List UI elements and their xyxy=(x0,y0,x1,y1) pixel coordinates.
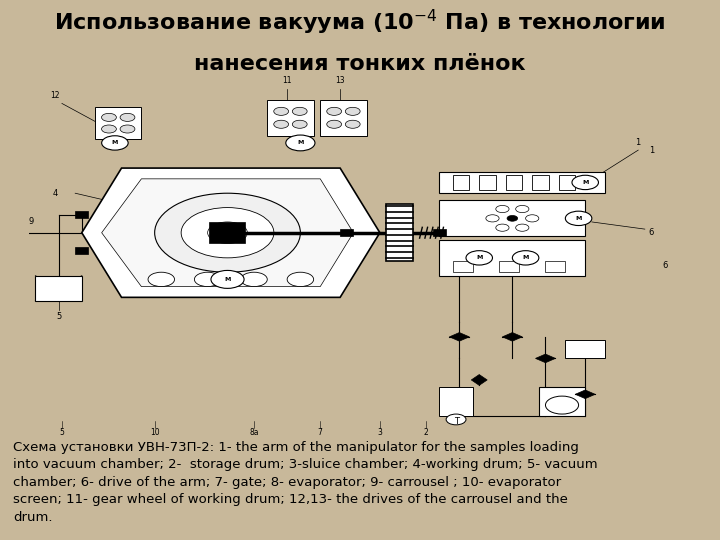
Circle shape xyxy=(120,113,135,122)
Text: M: M xyxy=(476,255,482,260)
Polygon shape xyxy=(472,375,487,386)
Bar xyxy=(340,229,354,237)
Circle shape xyxy=(181,207,274,258)
Circle shape xyxy=(572,176,598,190)
Circle shape xyxy=(102,113,117,122)
Bar xyxy=(387,204,413,261)
Circle shape xyxy=(346,107,360,116)
Circle shape xyxy=(155,193,300,272)
Circle shape xyxy=(507,215,518,221)
Text: 4: 4 xyxy=(53,188,58,198)
Circle shape xyxy=(496,224,509,231)
Text: 7: 7 xyxy=(318,428,323,436)
Bar xyxy=(75,247,89,254)
Circle shape xyxy=(327,120,341,129)
Text: 13: 13 xyxy=(336,77,345,85)
Bar xyxy=(453,176,469,190)
Text: 10: 10 xyxy=(150,428,159,436)
Text: 5: 5 xyxy=(60,428,64,436)
Circle shape xyxy=(194,272,221,287)
Circle shape xyxy=(486,215,499,222)
Circle shape xyxy=(496,205,509,213)
Bar xyxy=(565,340,605,359)
Circle shape xyxy=(292,107,307,116)
Circle shape xyxy=(565,211,592,226)
Polygon shape xyxy=(575,390,595,399)
Bar xyxy=(439,200,585,237)
Text: M: M xyxy=(575,216,582,221)
Text: Схема установки УВН-73П-2: 1- the arm of the manipulator for the samples loading: Схема установки УВН-73П-2: 1- the arm of… xyxy=(13,441,598,524)
Text: 11: 11 xyxy=(282,77,292,85)
Bar xyxy=(546,261,565,272)
Circle shape xyxy=(211,271,244,288)
Circle shape xyxy=(516,224,529,231)
Polygon shape xyxy=(102,179,354,287)
Bar xyxy=(532,176,549,190)
Text: 1: 1 xyxy=(636,138,641,146)
Circle shape xyxy=(120,125,135,133)
Bar xyxy=(320,100,366,136)
Text: M: M xyxy=(297,140,304,145)
Bar xyxy=(480,176,496,190)
Polygon shape xyxy=(82,168,380,298)
Text: T: T xyxy=(454,417,459,426)
Circle shape xyxy=(516,205,529,213)
Circle shape xyxy=(274,107,289,116)
Circle shape xyxy=(274,120,289,129)
Bar xyxy=(75,211,89,218)
Text: M: M xyxy=(225,277,230,282)
Circle shape xyxy=(148,272,174,287)
Text: 12: 12 xyxy=(50,91,60,100)
Circle shape xyxy=(102,136,128,150)
Text: M: M xyxy=(582,180,588,185)
Circle shape xyxy=(286,135,315,151)
Circle shape xyxy=(466,251,492,265)
Polygon shape xyxy=(536,354,555,363)
Circle shape xyxy=(446,414,466,425)
Bar xyxy=(433,229,446,237)
Bar xyxy=(439,172,605,193)
Bar xyxy=(439,387,472,416)
Circle shape xyxy=(102,125,117,133)
Polygon shape xyxy=(449,333,469,341)
Bar xyxy=(209,222,246,244)
Circle shape xyxy=(526,215,539,222)
Text: 8а: 8а xyxy=(249,428,258,436)
Circle shape xyxy=(292,120,307,129)
Circle shape xyxy=(287,272,314,287)
Text: 1: 1 xyxy=(649,146,654,154)
Circle shape xyxy=(546,396,579,414)
Bar xyxy=(559,176,575,190)
Bar xyxy=(267,100,314,136)
Bar xyxy=(499,261,519,272)
Circle shape xyxy=(207,222,248,244)
Text: 5: 5 xyxy=(56,312,61,321)
Text: 3: 3 xyxy=(377,428,382,436)
Polygon shape xyxy=(503,333,522,341)
Text: 2: 2 xyxy=(424,428,428,436)
Text: нанесения тонких плёнок: нанесения тонких плёнок xyxy=(194,54,526,74)
Text: 6: 6 xyxy=(662,260,667,269)
Bar xyxy=(505,176,522,190)
Bar xyxy=(35,276,82,301)
Text: 9: 9 xyxy=(29,218,34,226)
Circle shape xyxy=(346,120,360,129)
Bar xyxy=(539,387,585,416)
Bar xyxy=(453,261,472,272)
Text: M: M xyxy=(112,140,118,145)
Text: M: M xyxy=(523,255,528,260)
Bar xyxy=(95,107,141,139)
Bar xyxy=(439,240,585,276)
Circle shape xyxy=(240,272,267,287)
Text: Использование вакуума (10$^{-4}$ Па) в технологии: Использование вакуума (10$^{-4}$ Па) в т… xyxy=(54,8,666,37)
Circle shape xyxy=(513,251,539,265)
Circle shape xyxy=(327,107,341,116)
Text: 6: 6 xyxy=(649,228,654,237)
